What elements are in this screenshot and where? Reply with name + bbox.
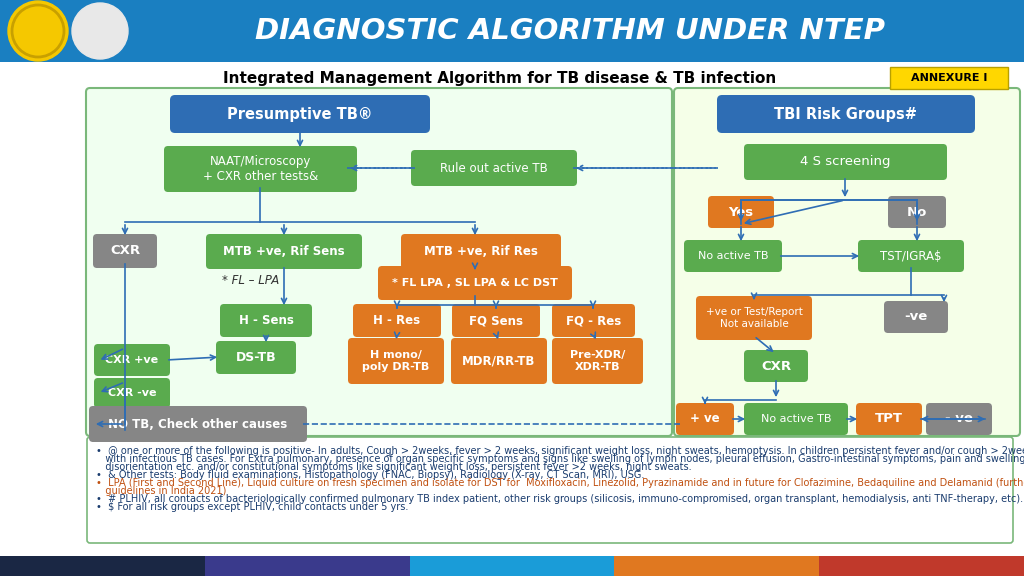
FancyBboxPatch shape xyxy=(858,240,964,272)
Circle shape xyxy=(8,1,68,61)
Text: CXR: CXR xyxy=(761,359,792,373)
Text: H - Res: H - Res xyxy=(374,314,421,327)
Text: MTB +ve, Rif Res: MTB +ve, Rif Res xyxy=(424,245,538,258)
FancyBboxPatch shape xyxy=(856,403,922,435)
FancyBboxPatch shape xyxy=(206,234,362,269)
FancyBboxPatch shape xyxy=(452,304,540,337)
FancyBboxPatch shape xyxy=(378,266,572,300)
Text: TST/IGRA$: TST/IGRA$ xyxy=(881,249,942,263)
Text: Presumptive TB®: Presumptive TB® xyxy=(227,107,373,122)
Text: NAAT/Microscopy
+ CXR other tests&: NAAT/Microscopy + CXR other tests& xyxy=(203,155,318,183)
Text: •  # PLHIV, all contacts of bacteriologically confirmed pulmonary TB index patie: • # PLHIV, all contacts of bacteriologic… xyxy=(96,494,1024,504)
Bar xyxy=(614,556,819,576)
Text: DS-TB: DS-TB xyxy=(236,351,276,364)
Bar xyxy=(410,556,614,576)
Text: Rule out active TB: Rule out active TB xyxy=(440,161,548,175)
FancyBboxPatch shape xyxy=(401,234,561,269)
FancyBboxPatch shape xyxy=(552,338,643,384)
FancyBboxPatch shape xyxy=(411,150,577,186)
Text: No: No xyxy=(907,206,927,218)
FancyBboxPatch shape xyxy=(717,95,975,133)
Text: +ve or Test/Report
Not available: +ve or Test/Report Not available xyxy=(706,307,803,329)
Text: * FL LPA , SL LPA & LC DST: * FL LPA , SL LPA & LC DST xyxy=(392,278,558,288)
Text: •  $ For all risk groups except PLHIV, child contacts under 5 yrs.: • $ For all risk groups except PLHIV, ch… xyxy=(96,502,409,512)
Text: -ve: -ve xyxy=(904,310,928,324)
FancyBboxPatch shape xyxy=(451,338,547,384)
FancyBboxPatch shape xyxy=(86,88,672,436)
FancyBboxPatch shape xyxy=(94,378,170,408)
Text: TPT: TPT xyxy=(874,412,903,426)
Text: TBI Risk Groups#: TBI Risk Groups# xyxy=(774,107,918,122)
FancyBboxPatch shape xyxy=(708,196,774,228)
FancyBboxPatch shape xyxy=(93,234,157,268)
Text: •  @ one or more of the following is positive- In adults, Cough > 2weeks, fever : • @ one or more of the following is posi… xyxy=(96,446,1024,456)
FancyBboxPatch shape xyxy=(744,144,947,180)
Text: H - Sens: H - Sens xyxy=(239,314,294,327)
Text: DIAGNOSTIC ALGORITHM UNDER NTEP: DIAGNOSTIC ALGORITHM UNDER NTEP xyxy=(255,17,885,45)
FancyBboxPatch shape xyxy=(216,341,296,374)
Text: H mono/
poly DR-TB: H mono/ poly DR-TB xyxy=(362,350,430,372)
Text: + ve: + ve xyxy=(690,412,720,426)
Text: guidelines in India 2021): guidelines in India 2021) xyxy=(96,486,226,496)
Text: •  LPA (First and Second Line), Liquid culture on fresh specimen and isolate for: • LPA (First and Second Line), Liquid cu… xyxy=(96,478,1024,488)
Text: FQ - Res: FQ - Res xyxy=(566,314,622,327)
FancyBboxPatch shape xyxy=(676,403,734,435)
FancyBboxPatch shape xyxy=(744,350,808,382)
Bar xyxy=(205,556,410,576)
FancyBboxPatch shape xyxy=(884,301,948,333)
FancyBboxPatch shape xyxy=(674,88,1020,436)
FancyBboxPatch shape xyxy=(684,240,782,272)
Text: FQ Sens: FQ Sens xyxy=(469,314,523,327)
Text: No active TB: No active TB xyxy=(697,251,768,261)
Bar xyxy=(890,67,1008,89)
Text: Pre-XDR/
XDR-TB: Pre-XDR/ XDR-TB xyxy=(569,350,626,372)
Text: No active TB: No active TB xyxy=(761,414,831,424)
Circle shape xyxy=(72,3,128,59)
Text: * FL – LPA: * FL – LPA xyxy=(222,275,280,287)
Bar xyxy=(0,556,205,576)
FancyBboxPatch shape xyxy=(164,146,357,192)
Text: •  & Other tests: Body fluid examinations, Histopathology (FNAC, Biopsy), Radiol: • & Other tests: Body fluid examinations… xyxy=(96,470,644,480)
FancyBboxPatch shape xyxy=(696,296,812,340)
Text: with infectious TB cases. For Extra pulmonary, presence of organ specific sympto: with infectious TB cases. For Extra pulm… xyxy=(96,454,1024,464)
FancyBboxPatch shape xyxy=(888,196,946,228)
Text: MTB +ve, Rif Sens: MTB +ve, Rif Sens xyxy=(223,245,345,258)
FancyBboxPatch shape xyxy=(220,304,312,337)
FancyBboxPatch shape xyxy=(87,437,1013,543)
Text: ANNEXURE I: ANNEXURE I xyxy=(910,73,987,83)
Text: NO TB, Check other causes: NO TB, Check other causes xyxy=(109,418,288,430)
FancyBboxPatch shape xyxy=(170,95,430,133)
Text: CXR +ve: CXR +ve xyxy=(105,355,159,365)
Text: disorientation etc. and/or constitutional symptoms like significant weight loss,: disorientation etc. and/or constitutiona… xyxy=(96,462,691,472)
Text: 4 S screening: 4 S screening xyxy=(800,156,891,169)
FancyBboxPatch shape xyxy=(89,406,307,442)
Bar xyxy=(0,0,1024,62)
Bar xyxy=(819,556,1024,576)
FancyBboxPatch shape xyxy=(353,304,441,337)
FancyBboxPatch shape xyxy=(926,403,992,435)
Text: CXR: CXR xyxy=(110,244,140,257)
Text: - ve: - ve xyxy=(945,412,973,426)
Text: CXR -ve: CXR -ve xyxy=(108,388,157,398)
Text: MDR/RR-TB: MDR/RR-TB xyxy=(462,354,536,367)
FancyBboxPatch shape xyxy=(94,344,170,376)
Text: Integrated Management Algorithm for TB disease & TB infection: Integrated Management Algorithm for TB d… xyxy=(223,70,776,85)
FancyBboxPatch shape xyxy=(744,403,848,435)
FancyBboxPatch shape xyxy=(552,304,635,337)
FancyBboxPatch shape xyxy=(348,338,444,384)
Text: Yes: Yes xyxy=(728,206,754,218)
